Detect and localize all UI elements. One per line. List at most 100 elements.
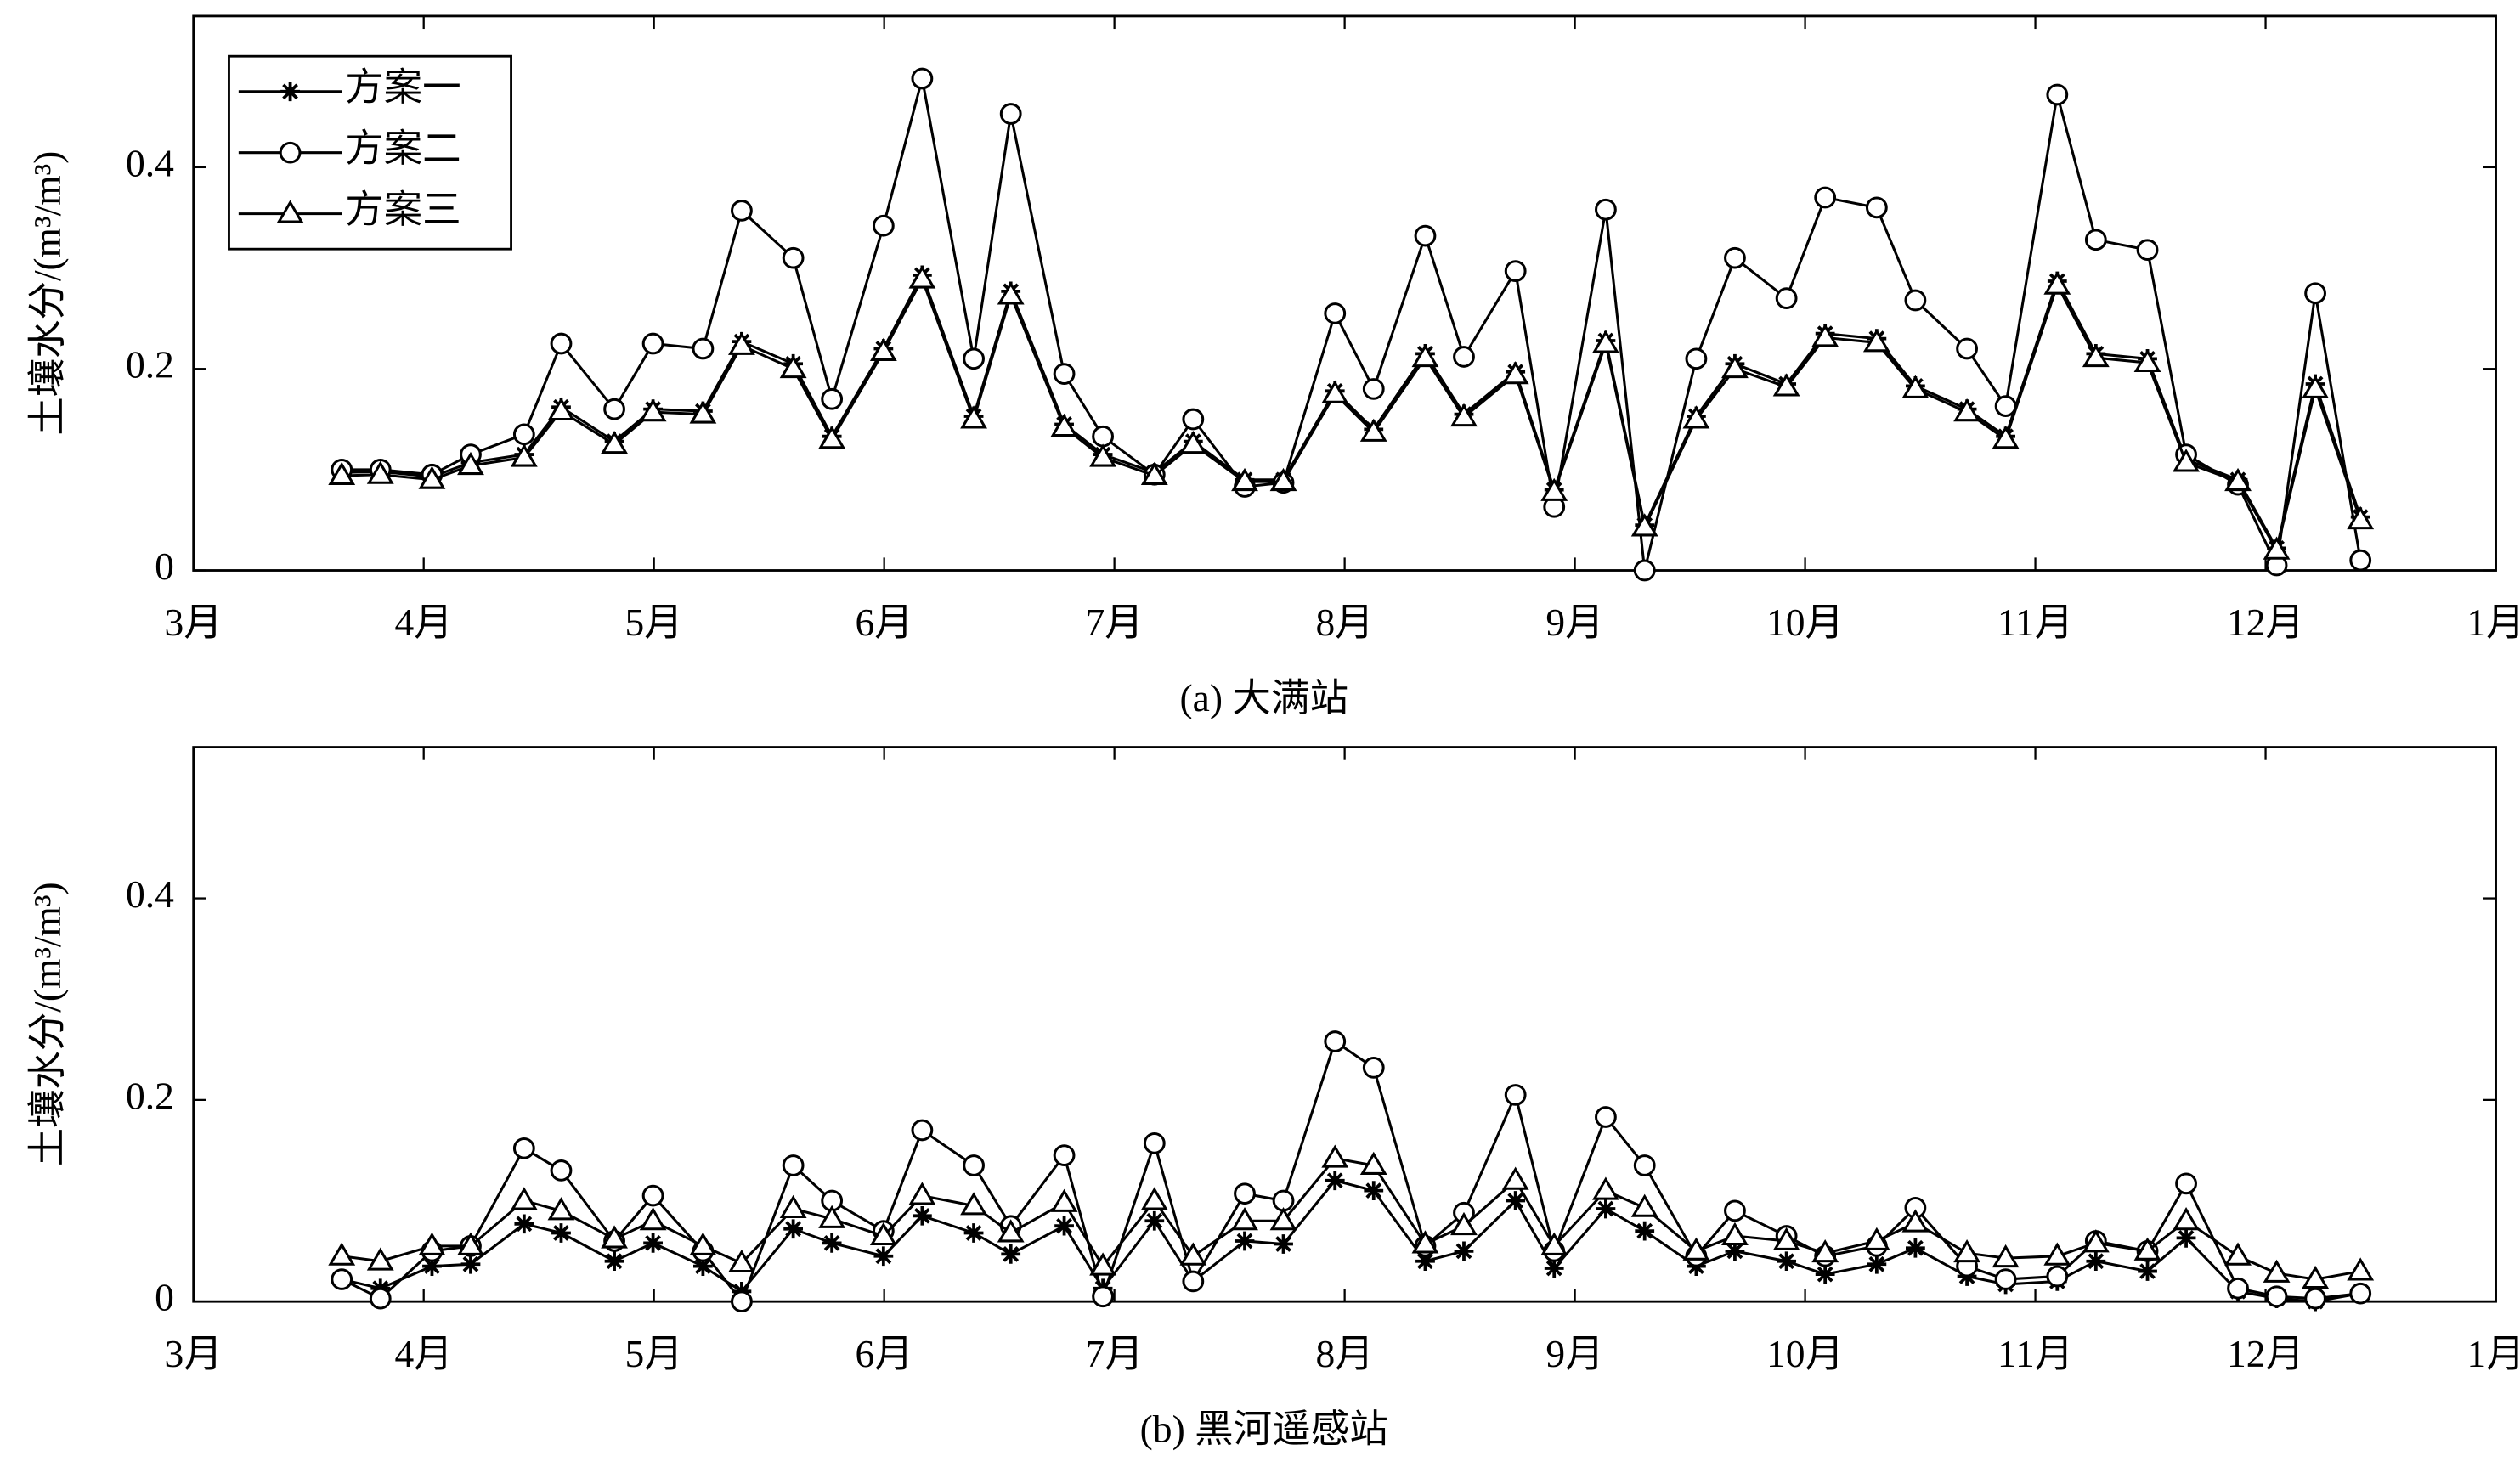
marker-star — [1054, 1216, 1074, 1236]
marker-triangle — [689, 1232, 717, 1255]
marker-star — [963, 1223, 984, 1243]
marker-star — [1325, 1171, 1345, 1191]
marker-star — [514, 1214, 534, 1234]
x-tick-label: 9月 — [1545, 1332, 1603, 1375]
marker-circle — [1143, 1132, 1166, 1154]
marker-triangle — [2347, 1257, 2375, 1281]
marker-circle — [782, 1154, 805, 1176]
x-tick-label: 7月 — [1085, 1332, 1143, 1375]
marker-triangle — [1682, 405, 1710, 429]
marker-circle — [550, 1159, 573, 1182]
marker-triangle — [1231, 467, 1258, 492]
caption: (a) 大满站 — [1179, 676, 1348, 719]
marker-triangle — [510, 443, 538, 467]
marker-triangle — [908, 1182, 936, 1205]
marker-triangle — [418, 465, 446, 489]
marker-circle — [1595, 1106, 1617, 1128]
marker-triangle — [1901, 375, 1930, 398]
marker-circle — [821, 387, 844, 410]
marker-triangle — [908, 265, 936, 289]
x-tick-label: 4月 — [395, 601, 453, 644]
marker-circle — [2046, 83, 2069, 106]
marker-triangle — [1992, 1244, 2020, 1268]
marker-triangle — [418, 1232, 446, 1255]
marker-triangle — [1140, 461, 1168, 485]
marker-star — [873, 1246, 894, 1267]
marker-star — [1867, 1254, 1887, 1274]
marker-star — [822, 1233, 842, 1253]
marker-circle — [1362, 378, 1385, 400]
marker-triangle — [457, 451, 484, 476]
x-tick-label: 5月 — [625, 1332, 683, 1375]
marker-circle — [2349, 1282, 2372, 1305]
marker-triangle — [1359, 418, 1387, 442]
marker-circle — [550, 332, 573, 355]
marker-circle — [1814, 186, 1837, 209]
marker-triangle — [601, 1225, 628, 1249]
marker-triangle — [2133, 348, 2161, 373]
y-tick-label: 0.4 — [126, 141, 174, 184]
y-tick-label: 0 — [155, 1276, 174, 1319]
marker-circle — [872, 214, 895, 237]
legend-label: 方案二 — [345, 127, 461, 170]
panel: 3月 4月 5月 6月 7月 8月 9月 10月 11月 12月 1月 0 0.2 0.4 土壤水分/(m³… — [25, 14, 2520, 719]
marker-star — [1906, 1238, 1925, 1258]
marker-triangle — [2263, 536, 2291, 560]
panel: 3月 4月 5月 6月 7月 8月 9月 10月 11月 12月 1月 0 0.2 0.4 土壤水分/(m³… — [25, 746, 2520, 1451]
marker-star — [1001, 1244, 1021, 1264]
marker-circle — [641, 332, 664, 355]
marker-circle — [963, 1154, 985, 1176]
marker-star — [1596, 1199, 1616, 1219]
marker-triangle — [1050, 413, 1078, 437]
marker-star — [1454, 1241, 1474, 1261]
marker-star — [1725, 1241, 1745, 1261]
marker-circle — [641, 1184, 664, 1207]
marker-star — [1235, 1231, 1255, 1251]
marker-circle — [782, 246, 805, 269]
marker-triangle — [779, 354, 807, 379]
y-axis-label: 土壤水分/(m³/m³) — [25, 151, 69, 436]
legend-label: 方案一 — [345, 65, 461, 109]
marker-triangle — [1321, 380, 1349, 403]
marker-circle — [1234, 1182, 1256, 1205]
y-axis-label: 土壤水分/(m³/m³) — [25, 882, 69, 1166]
x-tick-label: 4月 — [395, 1332, 453, 1375]
series-line — [342, 1157, 2361, 1281]
marker-triangle — [689, 400, 717, 424]
marker-triangle — [1953, 1238, 1981, 1263]
marker-circle — [2175, 1172, 2197, 1195]
marker-triangle — [997, 281, 1025, 305]
y-tick-label: 0.2 — [126, 343, 174, 386]
marker-circle — [1724, 246, 1746, 269]
x-tick-label: 5月 — [625, 601, 683, 644]
marker-star — [1415, 1251, 1435, 1272]
marker-circle — [369, 1287, 392, 1310]
marker-triangle — [869, 1222, 897, 1246]
marker-triangle — [2224, 467, 2252, 492]
marker-triangle — [1269, 467, 1297, 492]
marker-star — [912, 1205, 932, 1226]
marker-circle — [2265, 1285, 2288, 1308]
marker-triangle — [1862, 329, 1890, 353]
x-tick-label: 8月 — [1315, 1332, 1373, 1375]
marker-triangle — [457, 1232, 484, 1255]
marker-circle — [731, 1290, 753, 1313]
series-line — [341, 1179, 2361, 1303]
x-tick-label: 1月 — [2466, 601, 2520, 644]
marker-triangle — [1231, 1207, 1258, 1231]
marker-circle — [1362, 1057, 1385, 1079]
marker-circle — [1994, 1268, 2017, 1290]
marker-triangle — [639, 1207, 667, 1231]
caption: (b) 黑河遥感站 — [1140, 1408, 1388, 1451]
marker-triangle — [2263, 1259, 2291, 1283]
marker-triangle — [1359, 1151, 1387, 1175]
marker-circle — [1994, 395, 2017, 417]
marker-triangle — [1772, 373, 1800, 397]
marker-triangle — [869, 337, 897, 362]
marker-circle — [1324, 1030, 1347, 1052]
marker-star — [2086, 1251, 2106, 1272]
y-tick-label: 0 — [155, 544, 174, 588]
x-tick-label: 9月 — [1545, 601, 1603, 644]
marker-triangle — [2347, 505, 2375, 530]
